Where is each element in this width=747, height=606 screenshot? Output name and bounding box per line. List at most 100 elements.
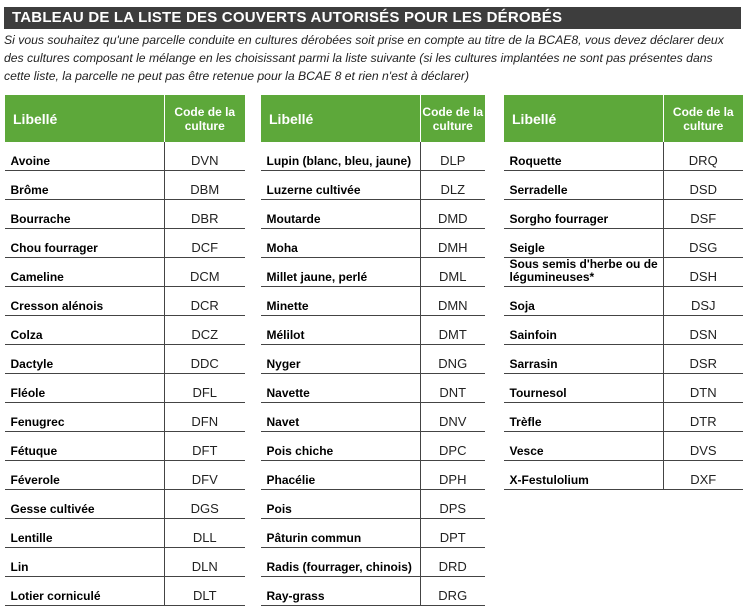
crop-name: Vesce: [503, 431, 664, 461]
crop-code: DSJ: [663, 286, 743, 316]
column-header: Libellé: [4, 95, 165, 142]
tbody: Lupin (blanc, bleu, jaune) DLP Luzerne cul…: [260, 142, 485, 606]
crop-code: DNV: [420, 402, 485, 432]
row: Pois chiche DPC: [260, 431, 485, 461]
row: Fléole DFL: [4, 373, 245, 403]
row: Navette DNT: [260, 373, 485, 403]
crop-name: Minette: [260, 286, 421, 316]
crop-code: DCZ: [164, 315, 245, 345]
crop-name: Phacélie: [260, 460, 421, 490]
crop-code: DLT: [164, 576, 245, 606]
crop-name: Ray-grass: [260, 576, 421, 606]
crop-name: Serradelle: [503, 170, 664, 200]
crop-code: DLP: [420, 142, 485, 171]
row: Brôme DBM: [4, 170, 245, 200]
column-header: Libellé: [503, 95, 664, 142]
crop-code: DRG: [420, 576, 485, 606]
header-row: Libellé Code de la culture: [4, 95, 245, 142]
crop-name: Sous semis d'herbe ou de légumineuses*: [503, 257, 664, 287]
row: Sorgho fourrager DSF: [503, 199, 743, 229]
crop-code: DCF: [164, 228, 245, 258]
table: Libellé Code de la culture Avoine DVN Brôme D…: [4, 95, 245, 606]
tbody: Roquette DRQ Serradelle DSD Sorgho fourrager…: [503, 142, 743, 490]
crop-code: DFT: [164, 431, 245, 461]
row: Lin DLN: [4, 547, 245, 577]
crop-code: DSH: [663, 257, 743, 287]
crop-name: Nyger: [260, 344, 421, 374]
row: Tournesol DTN: [503, 373, 743, 403]
crop-code: DCR: [164, 286, 245, 316]
crop-name: Soja: [503, 286, 664, 316]
row: Fenugrec DFN: [4, 402, 245, 432]
header-row: Libellé Code de la culture: [503, 95, 743, 142]
crop-name: Gesse cultivée: [4, 489, 165, 519]
crop-code: DDC: [164, 344, 245, 374]
crop-code: DSN: [663, 315, 743, 345]
row: Luzerne cultivée DLZ: [260, 170, 485, 200]
row: Lotier corniculé DLT: [4, 576, 245, 606]
crop-code: DTN: [663, 373, 743, 403]
crop-name: Tournesol: [503, 373, 664, 403]
row: Phacélie DPH: [260, 460, 485, 490]
crop-code: DNT: [420, 373, 485, 403]
row: Trèfle DTR: [503, 402, 743, 432]
row: Pâturin commun DPT: [260, 518, 485, 548]
column-header: Code de la culture: [420, 95, 485, 142]
row: Minette DMN: [260, 286, 485, 316]
row: X-Festulolium DXF: [503, 460, 743, 490]
crop-code: DSD: [663, 170, 743, 200]
row: Radis (fourrager, chinois) DRD: [260, 547, 485, 577]
row: Cameline DCM: [4, 257, 245, 287]
crop-code: DBR: [164, 199, 245, 229]
table: Libellé Code de la culture Roquette DRQ Serr…: [503, 95, 743, 490]
crop-code: DTR: [663, 402, 743, 432]
crop-name: Lotier corniculé: [4, 576, 165, 606]
row: Millet jaune, perlé DML: [260, 257, 485, 287]
crop-name: Bourrache: [4, 199, 165, 229]
crop-name: Fléole: [4, 373, 165, 403]
row: Féverole DFV: [4, 460, 245, 490]
crop-code: DPH: [420, 460, 485, 490]
row: Moutarde DMD: [260, 199, 485, 229]
crop-name: Brôme: [4, 170, 165, 200]
crop-name: Seigle: [503, 228, 664, 258]
column-header: Code de la culture: [164, 95, 245, 142]
row: Cresson alénois DCR: [4, 286, 245, 316]
row: Roquette DRQ: [503, 142, 743, 171]
crop-name: Navette: [260, 373, 421, 403]
title: TABLEAU DE LA LISTE DES COUVERTS AUTORIS…: [4, 7, 741, 29]
crop-name: Sainfoin: [503, 315, 664, 345]
crop-code: DSG: [663, 228, 743, 258]
crop-code: DPC: [420, 431, 485, 461]
crop-name: Cameline: [4, 257, 165, 287]
row: Dactyle DDC: [4, 344, 245, 374]
row: Bourrache DBR: [4, 199, 245, 229]
crop-name: Roquette: [503, 142, 664, 171]
header-row: Libellé Code de la culture: [260, 95, 485, 142]
crop-name: Fenugrec: [4, 402, 165, 432]
row: Gesse cultivée DGS: [4, 489, 245, 519]
column-header: Code de la culture: [663, 95, 743, 142]
crop-name: Chou fourrager: [4, 228, 165, 258]
row: Pois DPS: [260, 489, 485, 519]
crop-name: Navet: [260, 402, 421, 432]
row: Navet DNV: [260, 402, 485, 432]
crop-name: Mélilot: [260, 315, 421, 345]
row: Lupin (blanc, bleu, jaune) DLP: [260, 142, 485, 171]
row: Mélilot DMT: [260, 315, 485, 345]
crop-name: Sorgho fourrager: [503, 199, 664, 229]
row: Ray-grass DRG: [260, 576, 485, 606]
page: {"header": {"title": "TABLEAU DE LA LIST…: [4, 7, 743, 606]
row: Nyger DNG: [260, 344, 485, 374]
thead: Libellé Code de la culture: [4, 95, 245, 142]
crop-name: Moha: [260, 228, 421, 258]
crop-name: Sarrasin: [503, 344, 664, 374]
crop-code: DML: [420, 257, 485, 287]
crop-name: Millet jaune, perlé: [260, 257, 421, 287]
row: Vesce DVS: [503, 431, 743, 461]
crop-name: Dactyle: [4, 344, 165, 374]
crop-name: Cresson alénois: [4, 286, 165, 316]
crop-code: DXF: [663, 460, 743, 490]
crop-code: DMD: [420, 199, 485, 229]
crop-name: Lupin (blanc, bleu, jaune): [260, 142, 421, 171]
